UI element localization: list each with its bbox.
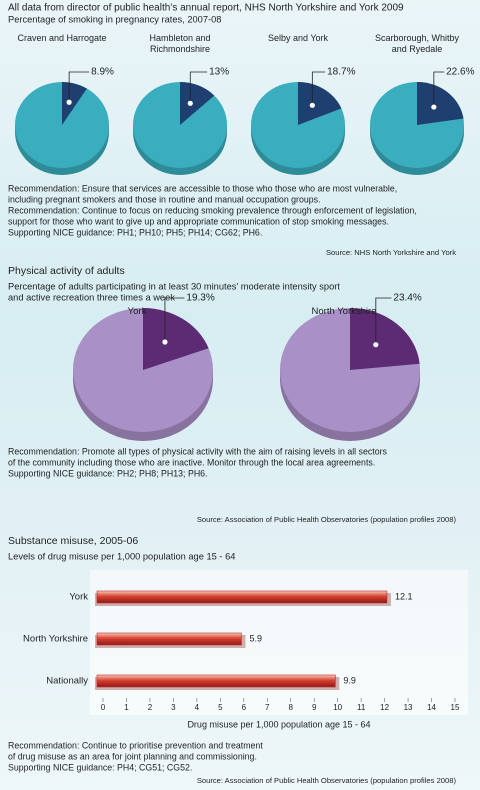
x-tick-label: 8 bbox=[289, 703, 294, 712]
leader-dot bbox=[309, 102, 315, 108]
x-tick-label: 4 bbox=[195, 703, 200, 712]
x-tick-label: 3 bbox=[171, 703, 176, 712]
leader-line bbox=[433, 71, 445, 108]
category-label: Hambleton and Richmondshire bbox=[149, 33, 211, 54]
value-label: 18.7% bbox=[327, 67, 355, 78]
recommendation-text: Supporting NICE guidance: PH2; PH8; PH13… bbox=[8, 468, 208, 478]
x-tick-label: 5 bbox=[218, 703, 223, 712]
pie-slice bbox=[350, 308, 420, 370]
x-tick-label: 15 bbox=[451, 703, 460, 712]
category-label: Scarborough, Whitby and Ryedale bbox=[374, 33, 460, 54]
source-note: Source: Association of Public Health Obs… bbox=[197, 776, 457, 785]
leader-line bbox=[189, 71, 208, 104]
value-label: 9.9 bbox=[343, 675, 356, 685]
category-label: Craven and Harrogate bbox=[17, 33, 107, 43]
pie-slice bbox=[62, 82, 87, 125]
x-tick-label: 11 bbox=[357, 703, 366, 712]
recommendation-text: Supporting NICE guidance: PH1; PH10; PH5… bbox=[8, 227, 262, 237]
bar bbox=[96, 674, 336, 688]
page-title: All data from director of public health’… bbox=[8, 3, 404, 14]
leader-dot bbox=[187, 100, 193, 106]
category-label: Selby and York bbox=[267, 33, 329, 43]
chart-title: Percentage of smoking in pregnancy rates… bbox=[8, 14, 221, 24]
x-tick-label: 2 bbox=[148, 703, 153, 712]
x-tick-label: 7 bbox=[265, 703, 270, 712]
bar bbox=[96, 632, 242, 646]
recommendation-text: support for those who want to give up an… bbox=[8, 216, 389, 226]
leader-line bbox=[164, 297, 185, 342]
recommendation-text: of the community including those who are… bbox=[8, 457, 375, 467]
recommendation-text: Recommendation: Ensure that services are… bbox=[8, 183, 397, 193]
x-tick-label: 6 bbox=[242, 703, 247, 712]
x-tick-label: 12 bbox=[380, 703, 389, 712]
pie-slice bbox=[180, 82, 215, 125]
x-tick-label: 0 bbox=[101, 703, 106, 712]
recommendation-text: Recommendation: Continue to focus on red… bbox=[8, 205, 417, 215]
value-label: 13% bbox=[209, 67, 229, 78]
recommendation-text: of drug misuse as an area for joint plan… bbox=[8, 751, 257, 761]
value-label: 12.1 bbox=[395, 591, 413, 601]
value-label: 23.4% bbox=[393, 293, 421, 304]
value-label: 19.3% bbox=[186, 293, 214, 304]
pie-slice bbox=[417, 82, 464, 125]
recommendation-text: Supporting NICE guidance: PH4; CG51; CG5… bbox=[8, 762, 192, 772]
value-label: 8.9% bbox=[91, 67, 114, 78]
bar bbox=[96, 590, 388, 604]
y-tick-label: North Yorkshire bbox=[23, 634, 88, 645]
leader-dot bbox=[431, 104, 437, 110]
section-heading: Substance misuse, 2005-06 bbox=[8, 535, 138, 547]
recommendation-text: including pregnant smokers and those in … bbox=[8, 194, 321, 204]
section-heading: Physical activity of adults bbox=[8, 265, 125, 277]
pie-slice bbox=[298, 82, 342, 125]
leader-dot bbox=[373, 342, 379, 348]
x-tick-label: 9 bbox=[312, 703, 317, 712]
x-tick-label: 14 bbox=[427, 703, 436, 712]
source-note: Source: Association of Public Health Obs… bbox=[197, 515, 457, 524]
leader-line bbox=[68, 71, 90, 103]
x-tick-label: 1 bbox=[124, 703, 129, 712]
category-label: York bbox=[127, 306, 147, 317]
leader-dot bbox=[66, 99, 72, 105]
recommendation-text: Recommendation: Promote all types of phy… bbox=[8, 446, 388, 456]
value-label: 5.9 bbox=[249, 633, 262, 643]
leader-line bbox=[375, 297, 392, 345]
chart-title: and active recreation three times a week bbox=[8, 292, 175, 302]
leader-line bbox=[311, 71, 326, 106]
value-label: 22.6% bbox=[446, 67, 474, 78]
y-tick-label: York bbox=[69, 592, 88, 603]
chart-title: Levels of drug misuse per 1,000 populati… bbox=[8, 551, 235, 561]
recommendation-text: Recommendation: Continue to prioritise p… bbox=[8, 740, 263, 750]
chart-title: Percentage of adults participating in at… bbox=[8, 281, 340, 291]
pie-slice bbox=[143, 308, 209, 370]
y-tick-label: Nationally bbox=[46, 676, 88, 687]
x-axis-label: Drug misuse per 1,000 population age 15 … bbox=[187, 719, 370, 729]
x-tick-label: 13 bbox=[404, 703, 413, 712]
category-label: North Yorkshire bbox=[311, 306, 377, 317]
x-tick-label: 10 bbox=[333, 703, 342, 712]
source-note: Source: NHS North Yorkshire and York bbox=[326, 248, 456, 257]
leader-dot bbox=[162, 339, 168, 345]
